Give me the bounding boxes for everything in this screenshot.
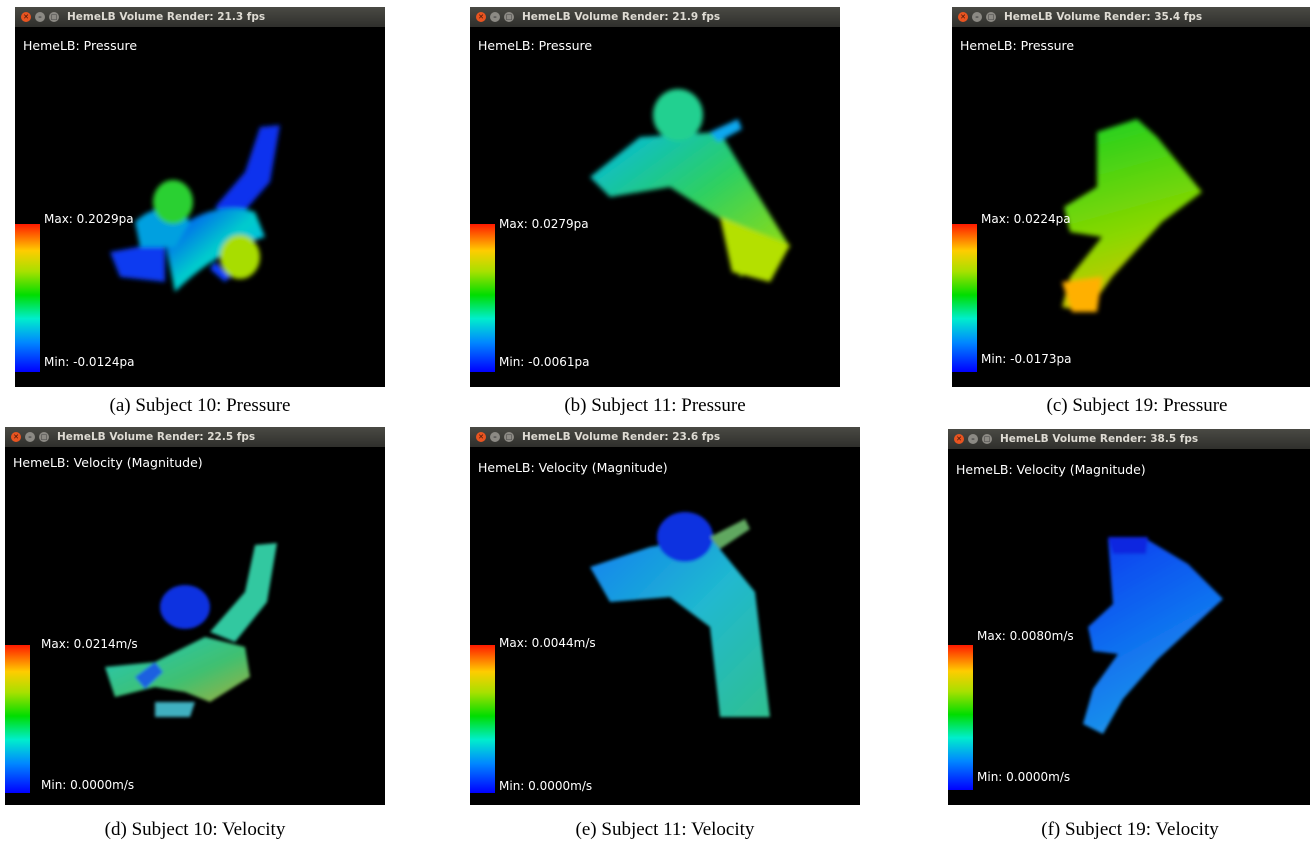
window-title: HemeLB Volume Render: 21.3 fps: [67, 11, 266, 23]
max-label: Max: 0.0044m/s: [499, 636, 596, 650]
field-label: HemeLB: Pressure: [478, 38, 593, 53]
field-label: HemeLB: Velocity (Magnitude): [956, 462, 1146, 477]
caption: (b) Subject 11: Pressure: [564, 395, 746, 416]
window-titlebar[interactable]: ✕ – □ HemeLB Volume Render: 22.5 fps: [5, 427, 385, 447]
min-label: Min: 0.0000m/s: [41, 778, 135, 792]
min-label: Min: 0.0000m/s: [499, 779, 593, 793]
minimize-icon[interactable]: –: [25, 432, 35, 442]
volume-render: [110, 125, 280, 292]
window-title: HemeLB Volume Render: 21.9 fps: [522, 11, 721, 23]
panel-c: ✕ – □ HemeLB Volume Render: 35.4 fps Hem…: [952, 7, 1310, 417]
render-window[interactable]: ✕ – □ HemeLB Volume Render: 22.5 fps He: [5, 427, 385, 805]
volume-render: [590, 89, 790, 282]
field-label: HemeLB: Velocity (Magnitude): [13, 455, 203, 470]
close-icon[interactable]: ✕: [476, 432, 486, 442]
colorbar: [948, 645, 973, 790]
max-label: Max: 0.0224pa: [981, 212, 1071, 226]
max-label: Max: 0.2029pa: [44, 212, 134, 226]
render-window[interactable]: ✕ – □ HemeLB Volume Render: 35.4 fps Hem…: [952, 7, 1310, 387]
colorbar: [952, 224, 977, 372]
panel-a: ✕ – □ HemeLB Volume Render: 21.3 fps: [15, 7, 385, 417]
maximize-icon[interactable]: □: [39, 432, 49, 442]
window-titlebar[interactable]: ✕ – □ HemeLB Volume Render: 35.4 fps: [952, 7, 1310, 27]
panel-b: ✕ – □ HemeLB Volume Render: 21.9 fps Hem…: [470, 7, 840, 417]
window-title: HemeLB Volume Render: 22.5 fps: [57, 431, 256, 443]
close-icon[interactable]: ✕: [11, 432, 21, 442]
panel-d: ✕ – □ HemeLB Volume Render: 22.5 fps He: [5, 427, 385, 840]
panel-f: ✕ – □ HemeLB Volume Render: 38.5 fps Hem…: [948, 429, 1310, 840]
volume-render: [105, 543, 277, 717]
minimize-icon[interactable]: –: [968, 434, 978, 444]
max-label: Max: 0.0279pa: [499, 217, 589, 231]
colorbar: [470, 645, 495, 793]
close-icon[interactable]: ✕: [958, 12, 968, 22]
min-label: Min: 0.0000m/s: [977, 770, 1071, 784]
field-label: HemeLB: Pressure: [23, 38, 138, 53]
window-titlebar[interactable]: ✕ – □ HemeLB Volume Render: 38.5 fps: [948, 429, 1310, 449]
maximize-icon[interactable]: □: [504, 432, 514, 442]
close-icon[interactable]: ✕: [954, 434, 964, 444]
maximize-icon[interactable]: □: [982, 434, 992, 444]
window-titlebar[interactable]: ✕ – □ HemeLB Volume Render: 21.9 fps: [470, 7, 840, 27]
render-window[interactable]: ✕ – □ HemeLB Volume Render: 23.6 fps Hem…: [470, 427, 860, 805]
caption: (a) Subject 10: Pressure: [109, 395, 291, 416]
field-label: HemeLB: Velocity (Magnitude): [478, 460, 668, 475]
caption: (d) Subject 10: Velocity: [104, 819, 286, 840]
render-window[interactable]: ✕ – □ HemeLB Volume Render: 21.9 fps Hem…: [470, 7, 840, 387]
minimize-icon[interactable]: –: [490, 12, 500, 22]
render-window[interactable]: ✕ – □ HemeLB Volume Render: 21.3 fps: [15, 7, 385, 387]
colorbar: [15, 224, 40, 372]
caption: (f) Subject 19: Velocity: [1041, 819, 1219, 840]
window-title: HemeLB Volume Render: 23.6 fps: [522, 431, 721, 443]
min-label: Min: -0.0124pa: [44, 355, 135, 369]
max-label: Max: 0.0214m/s: [41, 637, 138, 651]
minimize-icon[interactable]: –: [490, 432, 500, 442]
panel-e: ✕ – □ HemeLB Volume Render: 23.6 fps Hem…: [470, 427, 860, 840]
caption: (e) Subject 11: Velocity: [575, 819, 755, 840]
window-titlebar[interactable]: ✕ – □ HemeLB Volume Render: 23.6 fps: [470, 427, 860, 447]
caption: (c) Subject 19: Pressure: [1046, 395, 1228, 416]
window-title: HemeLB Volume Render: 35.4 fps: [1004, 11, 1203, 23]
render-window[interactable]: ✕ – □ HemeLB Volume Render: 38.5 fps Hem…: [948, 429, 1310, 805]
close-icon[interactable]: ✕: [476, 12, 486, 22]
colorbar: [470, 224, 495, 372]
minimize-icon[interactable]: –: [972, 12, 982, 22]
colorbar: [5, 645, 30, 793]
window-titlebar[interactable]: ✕ – □ HemeLB Volume Render: 21.3 fps: [15, 7, 385, 27]
volume-render: [590, 512, 770, 717]
max-label: Max: 0.0080m/s: [977, 629, 1074, 643]
maximize-icon[interactable]: □: [986, 12, 996, 22]
volume-render: [1083, 537, 1223, 734]
min-label: Min: -0.0173pa: [981, 352, 1072, 366]
maximize-icon[interactable]: □: [49, 12, 59, 22]
maximize-icon[interactable]: □: [504, 12, 514, 22]
minimize-icon[interactable]: –: [35, 12, 45, 22]
min-label: Min: -0.0061pa: [499, 355, 590, 369]
volume-render: [1062, 119, 1202, 312]
close-icon[interactable]: ✕: [21, 12, 31, 22]
window-title: HemeLB Volume Render: 38.5 fps: [1000, 433, 1199, 445]
field-label: HemeLB: Pressure: [960, 38, 1075, 53]
